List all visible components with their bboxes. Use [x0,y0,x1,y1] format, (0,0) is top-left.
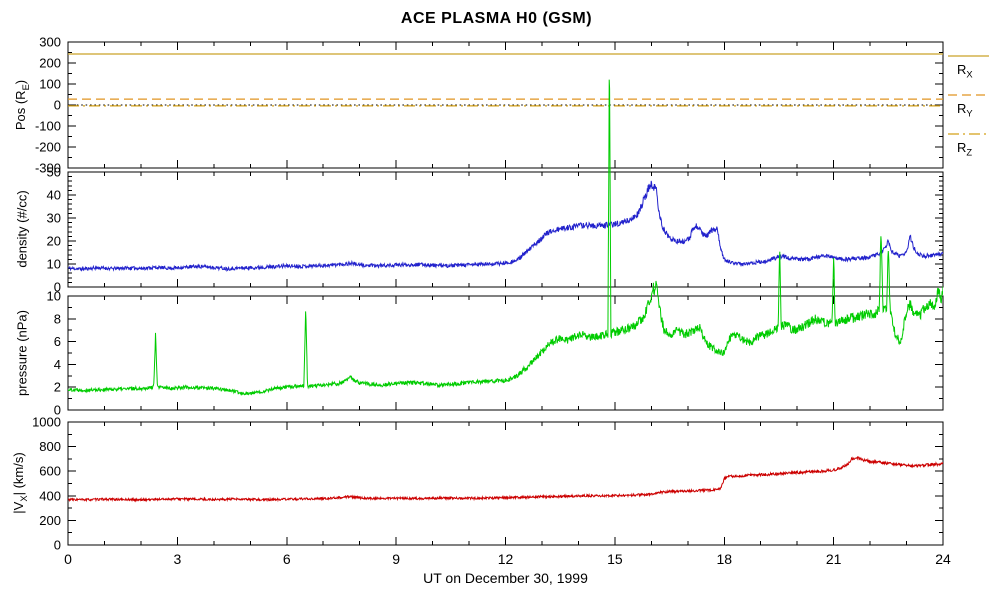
ylabel-velocity-text: |V [11,501,27,514]
legend-label-ry: RY [957,101,973,119]
panel-position: -300 -200 -100 0 100 200 300 [35,35,944,176]
legend-ry-sub: Y [966,108,973,119]
legend-rz-text: R [957,140,967,155]
y-tick-label: 100 [39,77,61,92]
ylabel-position-text: Pos (R [13,90,29,131]
y-tick-label: 0 [54,280,61,295]
ylabel-velocity-post: | (km/s) [11,452,27,496]
y-tick-label: 400 [39,488,61,503]
y-tick-label: 20 [47,234,61,249]
y-tick-label: 6 [54,334,61,349]
ylabel-pressure-text: pressure (nPa) [14,310,30,396]
y-tick-label: 10 [47,289,61,304]
x-tick-label: 0 [64,551,72,567]
chart-title: ACE PLASMA H0 (GSM) [400,10,593,27]
x-tick-label: 15 [607,551,623,567]
ylabel-density: density (#/cc) [15,190,30,267]
y-tick-label: 200 [39,56,61,71]
y-tick-label: 40 [47,188,61,203]
x-tick-label: 9 [392,551,400,567]
y-tick-label: 10 [47,257,61,272]
y-tick-label: -300 [35,161,61,176]
panel-pressure: 0 2 4 6 8 10 [47,79,944,418]
y-tick-label: 0 [54,403,61,418]
ylabel-position-post: ) [13,79,29,85]
x-tick-label: 3 [173,551,181,567]
panel-box-velocity [67,421,944,546]
ylabel-position-sub: E [20,84,31,91]
y-tick-label: 800 [39,439,61,454]
y-tick-label: -200 [35,140,61,155]
y-tick-label: 300 [39,35,61,50]
series-vx [68,456,943,503]
legend-rx-sub: X [966,69,973,80]
ylabel-velocity-sub: X [18,495,29,502]
legend-rz-sub: Z [966,147,973,158]
y-tick-label: 2 [54,380,61,395]
x-tick-label: 24 [935,551,951,567]
y-tick-label: 8 [54,311,61,326]
y-tick-label: -100 [35,119,61,134]
series-density [68,180,943,273]
x-tick-label: 12 [498,551,514,567]
legend-rx-text: R [957,62,967,77]
x-tick-label: 6 [283,551,291,567]
legend-ry-text: R [957,101,967,116]
x-tick-label: 21 [826,551,842,567]
y-tick-label: 50 [47,165,61,180]
y-tick-label: 1000 [32,415,61,430]
y-tick-label: 0 [54,98,61,113]
y-tick-label: 4 [54,357,61,372]
ylabel-density-text: density (#/cc) [14,190,30,268]
panel-box-density [67,171,944,288]
series-pressure [68,79,943,396]
y-tick-label: 600 [39,464,61,479]
panel-box-pressure [67,295,944,411]
panel-density: 0 10 20 30 40 50 [47,165,944,295]
legend-label-rz: RZ [957,140,972,158]
ylabel-position: Pos (RE) [13,80,31,130]
y-tick-label: 0 [54,538,61,553]
x-tick-label: 18 [716,551,732,567]
y-tick-label: 200 [39,513,61,528]
xaxis-label: UT on December 30, 1999 [423,570,588,586]
panel-velocity: 0 200 400 600 800 1000 0 3 6 9 12 15 18 21 24 [32,415,951,568]
ylabel-velocity: |VX| (km/s) [11,452,29,513]
ylabel-pressure: pressure (nPa) [15,310,30,396]
legend-label-rx: RX [957,62,973,80]
y-tick-label: 30 [47,211,61,226]
